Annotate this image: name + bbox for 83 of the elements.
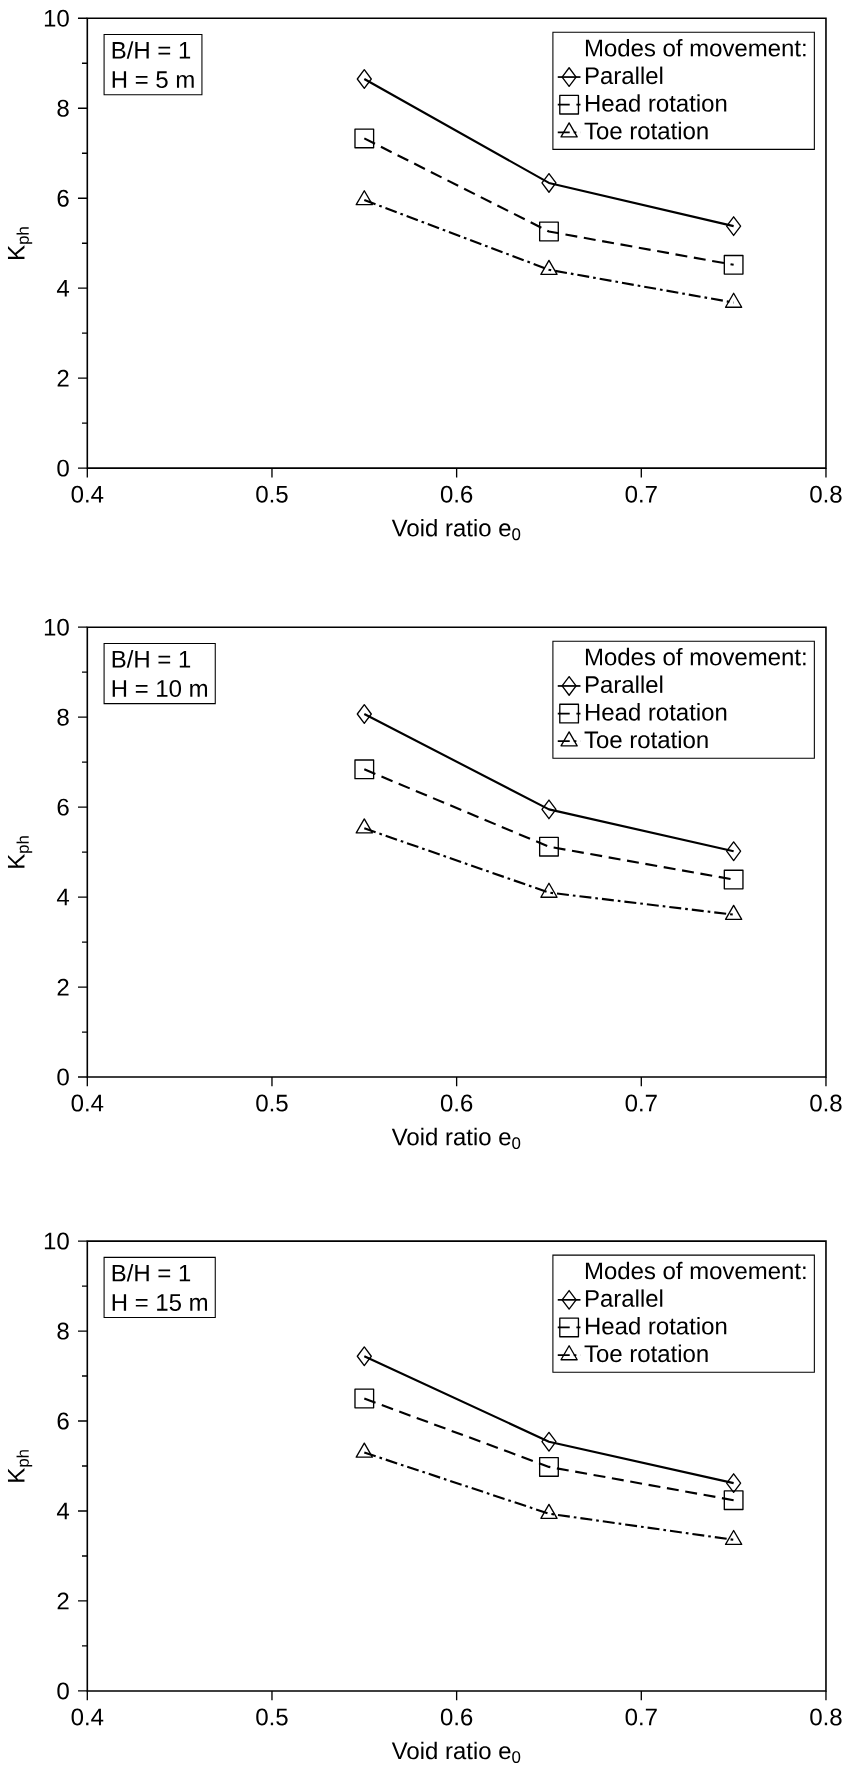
x-tick-label: 0.5 <box>256 485 288 503</box>
y-tick-label: 10 <box>44 1232 69 1250</box>
y-tick-label: 4 <box>57 1502 70 1520</box>
y-tick-label: 8 <box>57 708 69 726</box>
point <box>356 1346 372 1367</box>
annotation: B/H = 1 <box>112 41 191 59</box>
point <box>541 799 557 820</box>
point <box>726 841 742 862</box>
x-axis-title: Void ratio e$_{0}$ <box>391 1741 521 1764</box>
y-tick-label: 0 <box>57 1682 69 1700</box>
point <box>723 869 744 890</box>
legend-title: Modes of movement: <box>586 1261 806 1280</box>
legend-label: Toe rotation <box>584 1344 708 1363</box>
y-tick-label: 10 <box>44 618 69 636</box>
annotation: H = 5 m <box>112 71 194 89</box>
point <box>540 259 558 276</box>
point <box>539 221 559 242</box>
y-tick-label: 2 <box>57 1592 69 1610</box>
x-tick-label: 0.7 <box>625 1708 657 1726</box>
point <box>541 1431 557 1452</box>
y-tick-label: 6 <box>57 1412 69 1430</box>
x-tick-label: 0.8 <box>810 1094 842 1112</box>
x-tick-label: 0.8 <box>810 485 842 503</box>
legend-label: Head rotation <box>586 94 727 112</box>
legend-label: Parallel <box>586 675 663 694</box>
point <box>354 1388 375 1409</box>
point <box>724 292 743 308</box>
x-tick-label: 0.7 <box>625 1094 657 1112</box>
y-axis-title: K$_{ph}$ <box>8 227 33 259</box>
x-tick-label: 0.5 <box>256 1708 288 1726</box>
legend-label: Head rotation <box>586 703 727 721</box>
point <box>354 759 375 780</box>
annotation: H = 15 m <box>112 1294 208 1311</box>
point <box>723 1490 744 1511</box>
y-tick-label: 6 <box>57 189 69 207</box>
x-tick-label: 0.7 <box>625 485 657 503</box>
y-tick-label: 4 <box>57 279 70 297</box>
point <box>540 882 558 898</box>
legend-label: Parallel <box>586 1289 663 1307</box>
y-axis-title: K$_{ph}$ <box>8 836 33 868</box>
point <box>355 818 374 834</box>
point <box>355 190 374 206</box>
x-axis-title: Void ratio e$_{0}$ <box>391 518 521 541</box>
point <box>354 128 375 149</box>
point <box>539 836 559 857</box>
y-tick-label: 8 <box>57 99 69 117</box>
point <box>724 1529 743 1546</box>
x-tick-label: 0.6 <box>440 1094 473 1112</box>
legend-label: Head rotation <box>586 1316 727 1335</box>
point <box>539 1456 559 1477</box>
point <box>540 1503 558 1520</box>
point <box>726 1473 742 1494</box>
x-tick-label: 0.6 <box>440 1708 473 1726</box>
point <box>724 904 743 920</box>
x-tick-label: 0.6 <box>440 485 473 503</box>
x-axis-title: Void ratio e$_{0}$ <box>391 1127 521 1150</box>
y-tick-label: 4 <box>57 888 70 906</box>
legend-label: Parallel <box>586 66 663 85</box>
point <box>356 704 372 724</box>
x-tick-label: 0.4 <box>71 1708 104 1726</box>
legend-title: Modes of movement: <box>586 647 806 666</box>
point <box>723 254 744 275</box>
y-tick-label: 10 <box>44 9 69 27</box>
x-tick-label: 0.8 <box>810 1708 842 1726</box>
point <box>356 69 372 90</box>
y-tick-label: 6 <box>57 798 69 816</box>
annotation: H = 10 m <box>112 680 208 697</box>
annotation: B/H = 1 <box>112 1264 191 1282</box>
x-tick-label: 0.4 <box>71 485 104 503</box>
legend-label: Toe rotation <box>584 730 708 749</box>
y-tick-label: 0 <box>57 1068 69 1086</box>
y-tick-label: 2 <box>57 369 69 387</box>
x-tick-label: 0.4 <box>71 1094 104 1112</box>
x-tick-label: 0.5 <box>256 1094 288 1112</box>
y-tick-label: 8 <box>57 1322 69 1340</box>
y-axis-title: K$_{ph}$ <box>8 1450 33 1482</box>
annotation: B/H = 1 <box>112 650 191 668</box>
point <box>541 172 557 193</box>
point <box>726 216 742 237</box>
y-tick-label: 2 <box>57 978 69 996</box>
legend-title: Modes of movement: <box>586 38 806 57</box>
legend-label: Toe rotation <box>584 121 708 140</box>
y-tick-label: 0 <box>57 459 69 477</box>
